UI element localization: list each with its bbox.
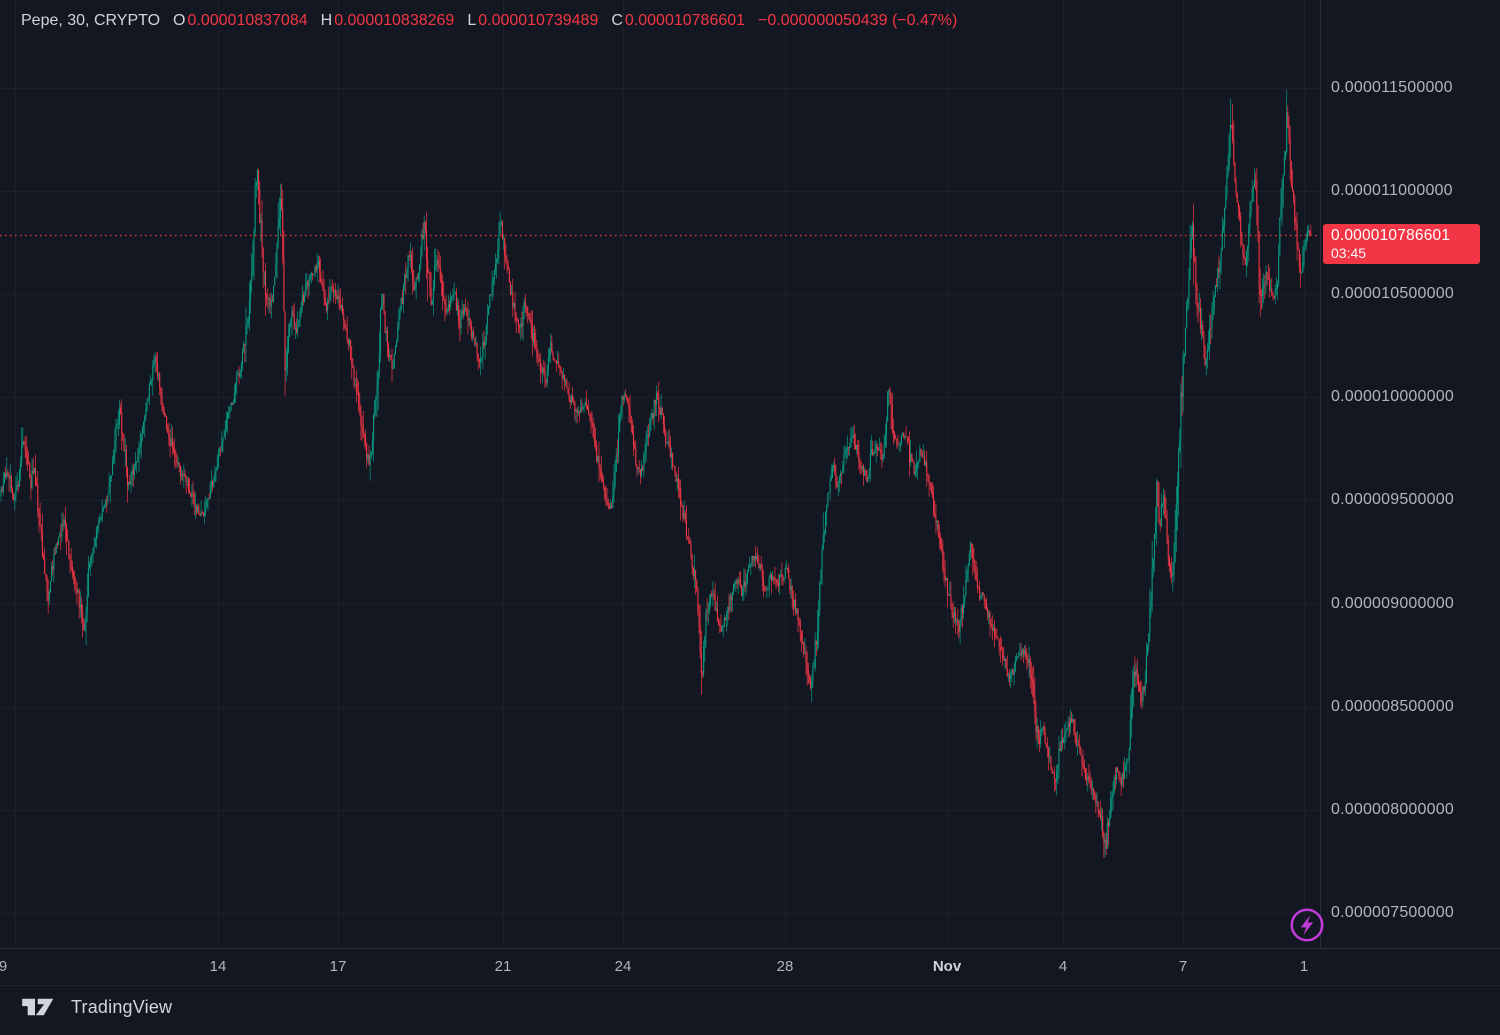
ohlc-low-value: 0.000010739489 bbox=[478, 12, 599, 29]
ohlc-open-value: 0.000010837084 bbox=[187, 12, 308, 29]
time-tick-label: Nov bbox=[932, 958, 962, 975]
time-tick-label: 9 bbox=[0, 958, 8, 975]
price-tick-label: 0.000009000000 bbox=[1331, 594, 1454, 612]
time-tick-label: 1 bbox=[1299, 958, 1309, 975]
price-tick-label: 0.000011500000 bbox=[1331, 79, 1453, 96]
price-tick-label: 0.000007500000 bbox=[1331, 903, 1454, 921]
ohlc-close-value: 0.000010786601 bbox=[624, 12, 746, 29]
time-tick-label: 21 bbox=[494, 958, 512, 975]
price-tick-label: 0.000010000000 bbox=[1331, 388, 1454, 406]
time-tick-label: 7 bbox=[1178, 958, 1188, 975]
ohlc-high-value: 0.000010838269 bbox=[334, 12, 455, 29]
current-price-value: 0.000010786601 bbox=[1331, 227, 1451, 245]
lightning-icon bbox=[1290, 908, 1324, 942]
price-axis[interactable]: 0.000011500000 0.000011000000 0.00001050… bbox=[1320, 0, 1500, 948]
time-tick-label: 17 bbox=[329, 958, 347, 975]
time-axis[interactable]: 9 14 17 21 24 28 Nov 4 7 1 bbox=[0, 948, 1500, 986]
ohlc-open-label: O bbox=[173, 12, 186, 29]
chart-canvas[interactable] bbox=[0, 0, 1320, 948]
price-tick-label: 0.000008500000 bbox=[1331, 697, 1454, 715]
time-tick-label: 28 bbox=[776, 958, 794, 975]
symbol-header: Pepe, 30, CRYPTO O 0.000010837084 H 0.0000… bbox=[21, 12, 957, 30]
price-tick-label: 0.000008000000 bbox=[1331, 800, 1454, 818]
price-tick-label: 0.000010500000 bbox=[1331, 285, 1454, 303]
price-tick-label: 0.000011000000 bbox=[1331, 182, 1453, 200]
bar-countdown: 03:45 bbox=[1331, 245, 1367, 262]
time-tick-label: 4 bbox=[1058, 958, 1068, 975]
price-tick-label: 0.000009500000 bbox=[1331, 491, 1454, 509]
symbol-title[interactable]: Pepe, 30, CRYPTO bbox=[21, 12, 161, 29]
time-tick-label: 24 bbox=[614, 958, 632, 975]
time-tick-label: 14 bbox=[209, 958, 227, 975]
tradingview-logo[interactable]: TradingView bbox=[22, 996, 172, 1018]
quick-trade-button[interactable] bbox=[1286, 904, 1328, 946]
ohlc-close-label: C bbox=[611, 12, 623, 29]
price-change: −0.000000050439 (−0.47%) bbox=[758, 12, 958, 29]
tradingview-logo-text: TradingView bbox=[71, 996, 173, 1017]
footer: TradingView bbox=[0, 987, 1500, 1035]
tradingview-logo-icon bbox=[22, 998, 54, 1016]
ohlc-low-label: L bbox=[467, 12, 477, 29]
current-price-label[interactable]: 0.000010786601 03:45 bbox=[1323, 224, 1480, 265]
ohlc-high-label: H bbox=[320, 12, 333, 29]
